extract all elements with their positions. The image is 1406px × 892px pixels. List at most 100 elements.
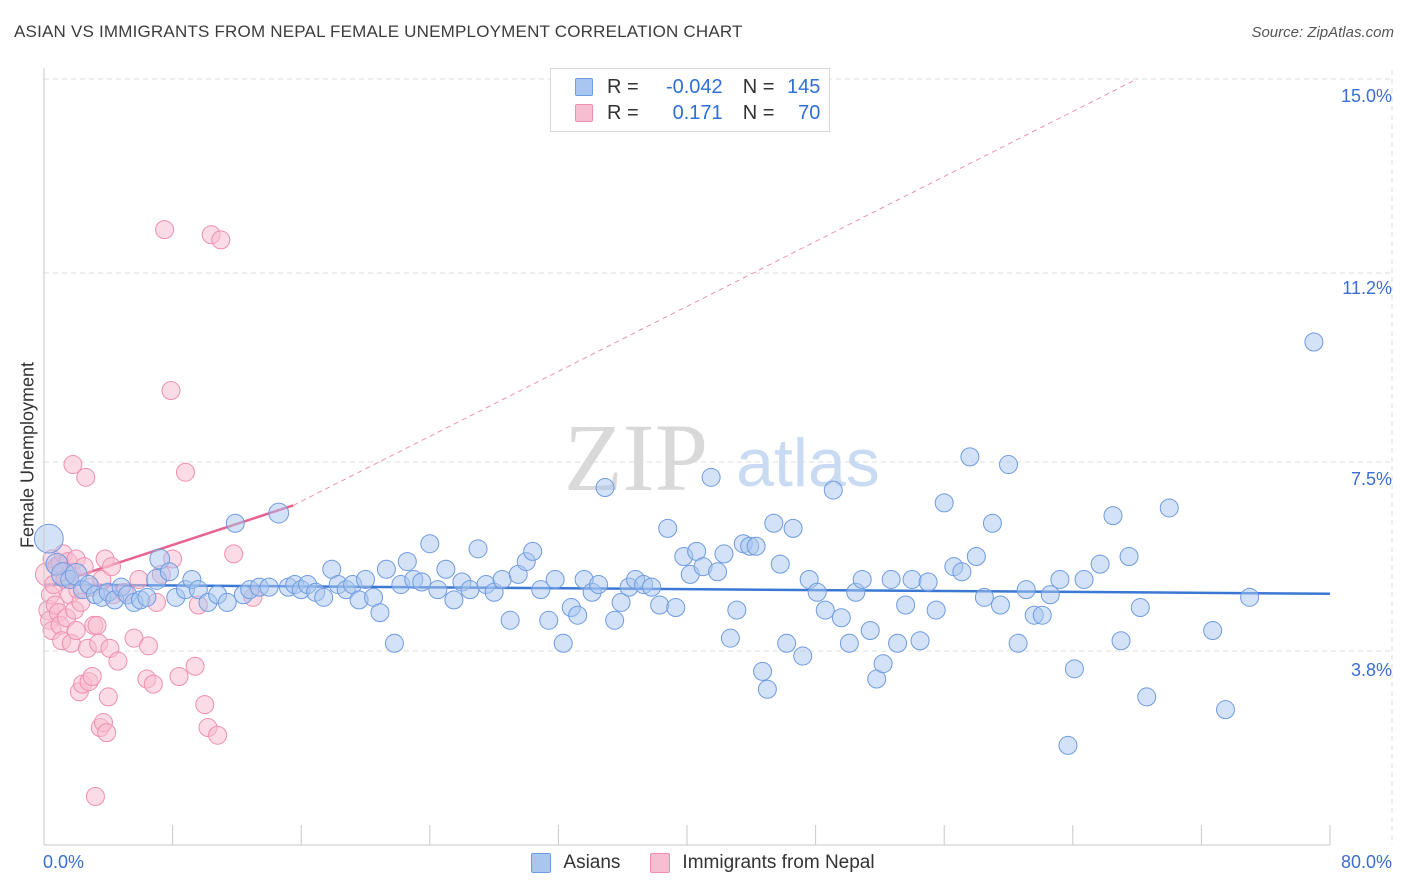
asian-point (1040, 585, 1060, 605)
asian-point (356, 569, 375, 589)
legend-asians-label: Asians (563, 852, 621, 873)
nepal-point (129, 569, 149, 589)
asian-point (568, 605, 588, 625)
watermark-zip: ZIP (564, 404, 708, 511)
asian-point (397, 552, 417, 572)
asian-point (1304, 332, 1324, 352)
asian-point (1240, 587, 1260, 607)
asian-point (1119, 546, 1139, 566)
asian-point (188, 580, 208, 600)
nepal-r-value: 0.171 (672, 101, 723, 124)
asians-n-value: 145 (787, 75, 821, 98)
legend-row-nepal: R = 0.171 N = 70 (575, 100, 820, 126)
watermark: ZIP atlas (564, 404, 880, 511)
asian-point (974, 587, 994, 607)
asian-point (553, 633, 573, 653)
asian-point (999, 455, 1018, 475)
asian-point (1216, 700, 1236, 720)
x-tick-min: 0.0% (43, 852, 85, 872)
asian-point (910, 631, 930, 651)
asian-point (1058, 735, 1078, 755)
asian-point (444, 590, 464, 610)
nepal-n-value: 70 (798, 101, 821, 124)
asian-point (1016, 580, 1036, 600)
asian-point (666, 598, 686, 618)
nepal-point (138, 636, 158, 656)
asian-point (764, 513, 784, 533)
y-tick-3.8: 3.8% (1350, 660, 1392, 680)
asian-point (539, 610, 559, 630)
asian-point (1103, 506, 1123, 526)
asian-point (783, 518, 803, 538)
y-tick-15.0: 15.0% (1340, 86, 1392, 106)
asian-point (268, 502, 290, 524)
asian-point (960, 447, 980, 467)
asian-point (468, 539, 488, 559)
asian-point (860, 621, 880, 641)
source-label: Source: ZipAtlas.com (1251, 24, 1394, 41)
nepal-trend-extension (292, 78, 1138, 506)
asian-point (589, 575, 609, 595)
nepal-point (97, 723, 117, 743)
asian-point (460, 580, 480, 600)
asians-r-value: -0.042 (665, 75, 723, 98)
asian-point (926, 600, 946, 620)
asian-point (428, 580, 448, 600)
asian-point (412, 572, 432, 592)
asian-point (370, 603, 390, 623)
asian-point (159, 562, 179, 582)
asian-point (492, 569, 512, 589)
nepal-point (211, 230, 231, 250)
nepal-point (82, 666, 102, 686)
asian-point (952, 562, 972, 582)
nepal-point (63, 455, 83, 475)
asian-point (823, 480, 843, 500)
asian-point (888, 633, 908, 653)
legend-item-asians[interactable]: Asians (531, 852, 620, 874)
x-tick-max: 80.0% (1340, 852, 1392, 872)
asian-point (1137, 687, 1157, 707)
legend-nepal-label: Immigrants from Nepal (682, 852, 875, 873)
axes (43, 68, 1331, 846)
asian-point (753, 661, 773, 681)
asian-points (33, 332, 1324, 755)
asian-point (1111, 631, 1131, 651)
y-tick-7.5: 7.5% (1350, 469, 1392, 489)
asian-point (217, 592, 237, 612)
watermark-atlas: atlas (736, 425, 880, 501)
asian-point (852, 569, 872, 589)
nepal-point (87, 615, 107, 635)
asian-point (1159, 498, 1179, 518)
legend-item-nepal[interactable]: Immigrants from Nepal (650, 852, 875, 874)
asian-point (720, 628, 740, 648)
asian-point (595, 478, 615, 498)
nepal-point (208, 725, 228, 745)
asian-point (605, 610, 625, 630)
legend-row-asians: R = -0.042 N = 145 (575, 74, 820, 100)
asian-point (137, 587, 157, 607)
series-legend: Asians Immigrants from Nepal (0, 852, 1406, 874)
asian-point (436, 559, 456, 579)
nepal-point (175, 462, 195, 482)
nepal-point (143, 674, 163, 694)
asians-r-label: R = (607, 75, 639, 98)
nepal-points (35, 220, 263, 806)
y-tick-11.2: 11.2% (1342, 278, 1392, 298)
asian-point (376, 559, 396, 579)
nepal-point (195, 695, 215, 715)
asians-swatch (575, 78, 593, 96)
asian-point (815, 600, 835, 620)
grid-layer (44, 70, 1393, 845)
asian-point (531, 580, 551, 600)
nepal-point (108, 651, 128, 671)
asian-point (714, 544, 734, 564)
nepal-point (155, 220, 175, 240)
asian-point (881, 569, 901, 589)
legend-nepal-swatch (650, 853, 671, 873)
nepal-point (224, 544, 244, 564)
asian-point (807, 582, 827, 602)
asian-point (650, 595, 670, 615)
asian-point (770, 554, 790, 574)
nepal-swatch (575, 104, 593, 122)
